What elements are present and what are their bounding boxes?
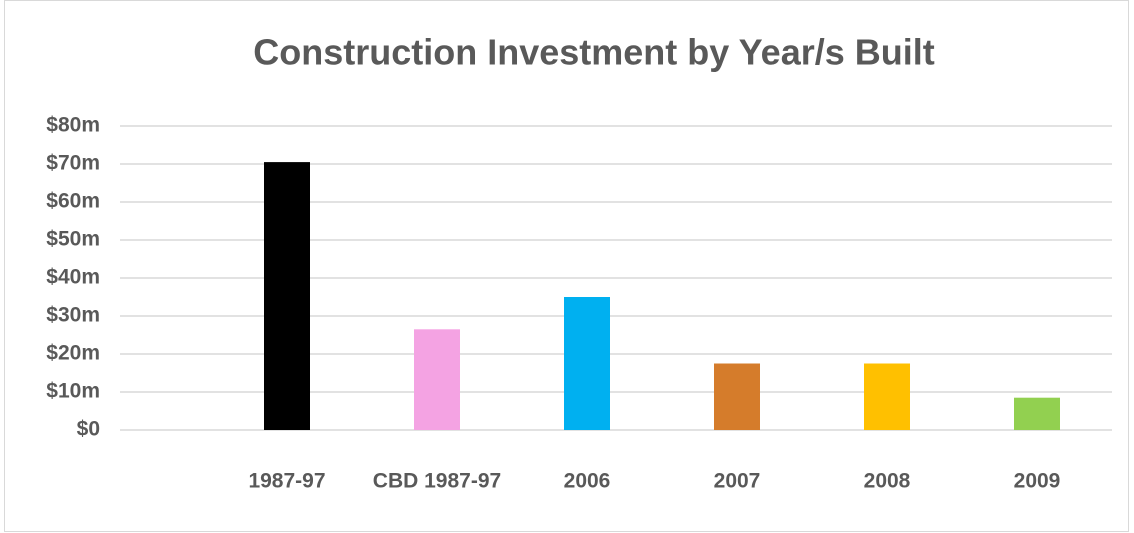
x-tick-label: 2006 <box>564 470 611 493</box>
bar <box>564 297 610 430</box>
bar <box>264 162 310 430</box>
y-tick-label: $30m <box>46 304 100 327</box>
x-tick-label: 2009 <box>1014 470 1061 493</box>
y-tick-label: $80m <box>46 114 100 137</box>
y-tick-label: $20m <box>46 342 100 365</box>
chart-border <box>4 0 1129 532</box>
y-tick-label: $0 <box>77 418 100 441</box>
y-tick-label: $10m <box>46 380 100 403</box>
y-tick-label: $60m <box>46 190 100 213</box>
bar <box>414 329 460 430</box>
bar <box>864 363 910 430</box>
x-tick-label: 1987-97 <box>248 470 325 493</box>
y-tick-label: $70m <box>46 152 100 175</box>
x-tick-label: 2008 <box>864 470 911 493</box>
bar <box>1014 397 1060 430</box>
bar <box>714 363 760 430</box>
x-tick-label: 2007 <box>714 470 761 493</box>
y-tick-label: $40m <box>46 266 100 289</box>
y-tick-label: $50m <box>46 228 100 251</box>
chart-title: Construction Investment by Year/s Built <box>253 32 935 73</box>
x-tick-label: CBD 1987-97 <box>373 470 501 493</box>
